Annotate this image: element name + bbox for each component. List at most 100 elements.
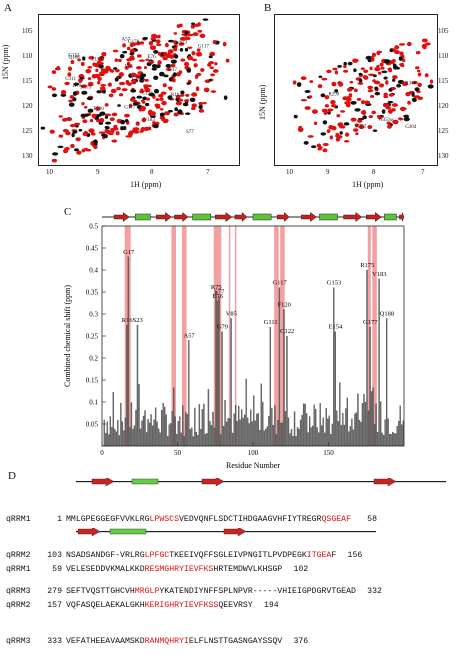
nmr-peak: [58, 134, 64, 138]
shift-bar: [290, 429, 293, 447]
shift-bar: [269, 327, 272, 447]
nmr-peak: [122, 50, 128, 54]
nmr-peak: [165, 63, 172, 68]
nmr-peak: [212, 69, 219, 73]
shift-bar: [238, 405, 240, 447]
shift-bar: [373, 424, 376, 447]
highlight-band: [372, 226, 377, 446]
nmr-peak: [124, 118, 129, 123]
nmr-a-ytick: 115: [22, 77, 33, 85]
shift-bar: [136, 324, 139, 447]
nmr-peak: [344, 132, 350, 137]
shift-bar: [384, 419, 386, 447]
shift-bar: [266, 426, 268, 447]
shift-bar: [189, 429, 191, 447]
nmr-peak: [394, 45, 400, 50]
shift-bar: [256, 413, 258, 447]
shift-bar: [183, 436, 185, 447]
nmr-peak: [75, 137, 81, 142]
peak-label: G111: [264, 319, 278, 326]
nmr-peak: [155, 39, 161, 44]
nmr-peak: [61, 117, 68, 122]
nmr-peak: [195, 86, 200, 92]
shift-bar: [216, 300, 219, 447]
nmr-peak: [360, 67, 365, 71]
nmr-peak: [142, 100, 146, 104]
shift-bar: [318, 432, 320, 447]
shift-bar: [289, 433, 291, 447]
nmr-peak: [120, 126, 124, 131]
nmr-peak: [307, 135, 314, 138]
seq-end: 194: [263, 601, 279, 610]
shift-bar: [241, 409, 243, 447]
nmr-peak: [367, 89, 374, 93]
nmr-peak: [138, 59, 145, 62]
nmr-peak: [172, 72, 177, 77]
nmr-peak: [424, 73, 429, 78]
seq-row: qRRM1 1 MMLGPEGGEGFVVKLRGLPWSCSVEDVQNFLSDC…: [6, 514, 382, 526]
nmr-peak: [355, 123, 359, 128]
shift-bar: [230, 318, 232, 447]
nmr-peak: [72, 91, 78, 96]
nmr-peak: [340, 110, 346, 113]
nmr-peak: [196, 48, 201, 52]
nmr-peak: [403, 116, 410, 122]
nmr-peak: [363, 100, 371, 105]
nmr-peak: [139, 41, 145, 45]
shift-bar: [311, 425, 314, 447]
nmr-peak: [347, 61, 353, 66]
seq-residues: VQFASQELAEKALGKHKERIGHRYIEVFKSSQEEVRSY: [66, 601, 253, 610]
nmr-peak: [173, 47, 178, 52]
nmr-peak: [372, 74, 377, 78]
nmr-peak: [176, 24, 181, 28]
nmr-peak: [187, 55, 194, 61]
nmr-peak: [139, 75, 145, 81]
nmr-peak: [365, 55, 372, 60]
nmr-peak: [180, 58, 186, 62]
shift-bar: [179, 416, 181, 447]
nmr-peak: [85, 148, 92, 152]
shift-bar: [207, 389, 210, 447]
shift-bar: [259, 430, 261, 447]
nmr-peak: [170, 63, 176, 68]
nmr-peak: [82, 119, 88, 124]
nmr-peak: [411, 81, 418, 85]
nmr-b-ytick: 115: [438, 77, 449, 85]
nmr-peak: [159, 97, 164, 101]
nmr-peak: [161, 117, 165, 122]
nmr-peak: [148, 92, 155, 97]
seq-name: qRRM2: [6, 551, 31, 560]
nmr-peak: [313, 121, 318, 126]
nmr-peak: [387, 100, 394, 104]
nmr-peak: [368, 73, 375, 77]
nmr-peak: [324, 95, 330, 100]
nmr-peak: [49, 129, 55, 134]
shift-bar: [236, 420, 238, 447]
nmr-peak: [191, 50, 196, 56]
shift-bar: [198, 404, 201, 447]
shift-bar: [174, 416, 176, 447]
nmr-peak: [222, 41, 227, 47]
nmr-peak: [328, 125, 334, 130]
helix-bar-icon: [192, 213, 211, 221]
nmr-peak: [79, 76, 85, 80]
nmr-peak: [192, 32, 199, 37]
peak-label: G117: [273, 280, 288, 287]
shift-bar: [227, 418, 229, 447]
y-tick-label: 0.2: [89, 355, 98, 363]
shift-bar: [231, 432, 234, 447]
nmr-peak: [130, 72, 137, 77]
nmr-peak: [92, 62, 96, 67]
nmr-peak: [147, 111, 154, 116]
nmr-peak: [157, 34, 161, 39]
nmr-a-xtick: 7: [206, 168, 210, 176]
nmr-peak: [104, 125, 110, 129]
nmr-peak-label: G17: [168, 68, 177, 73]
nmr-peak-label: S77: [186, 130, 194, 135]
shift-bar: [170, 423, 172, 447]
nmr-a-ylabel: 15N (ppm): [1, 44, 10, 80]
peak-label: G177: [363, 319, 378, 326]
nmr-peak: [202, 18, 209, 21]
shift-bar: [112, 392, 114, 447]
shift-bar: [333, 287, 335, 447]
